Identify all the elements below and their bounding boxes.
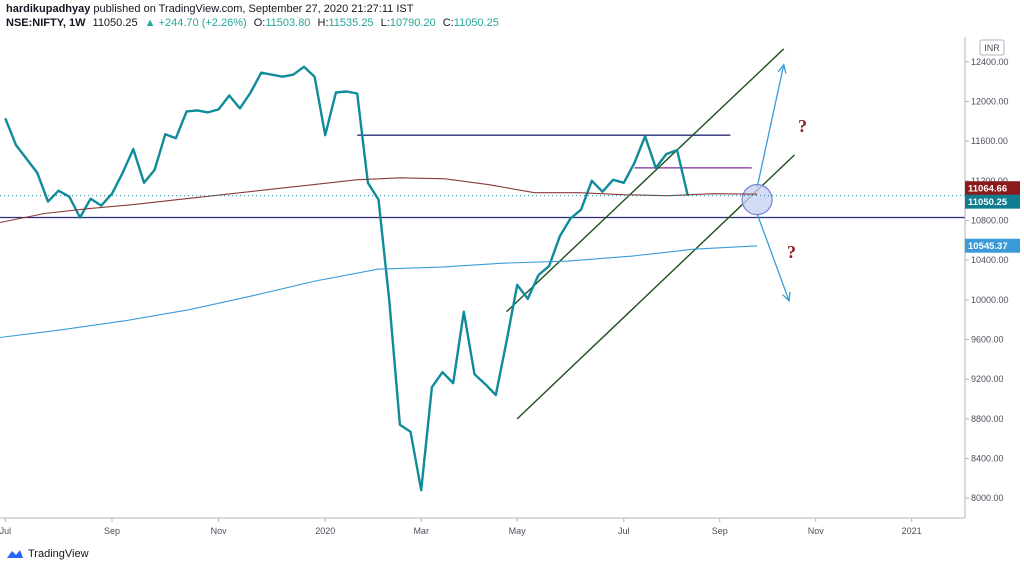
ma-50-series-line xyxy=(0,177,758,224)
y-tick-label: 9600.00 xyxy=(971,334,1004,344)
x-tick-label: Mar xyxy=(413,526,429,536)
y-tick-label: 12000.00 xyxy=(971,96,1009,106)
y-axis-ticks: 8000.00 8400.00 8800.00 9200.00 9600.00 10000… xyxy=(965,57,1009,503)
tradingview-logo-icon xyxy=(7,550,23,558)
y-tick-label: 11600.00 xyxy=(971,136,1008,146)
price-tag-label: 11050.25 xyxy=(968,197,1008,208)
y-tick-label: 10400.00 xyxy=(971,255,1009,265)
x-tick-label: May xyxy=(509,526,527,536)
x-tick-label: Sep xyxy=(712,526,728,536)
close-value: 11050.25 xyxy=(453,17,499,29)
last-price: 11050.25 xyxy=(92,17,138,29)
price-tags: 11064.66 11050.25 10545.37 xyxy=(965,181,1020,253)
y-tick-label: 8400.00 xyxy=(971,453,1004,463)
currency-badge-label: INR xyxy=(984,43,1000,53)
y-tick-label: 8800.00 xyxy=(971,414,1004,424)
price-tag-box xyxy=(965,181,1020,196)
price-tag-label: 11064.66 xyxy=(968,184,1007,195)
currency-badge-box xyxy=(979,39,1005,56)
author-name[interactable]: hardikupadhyay xyxy=(6,3,91,15)
price-tag-box xyxy=(965,238,1020,253)
channel-trendline xyxy=(506,48,785,313)
axis-layer: 8000.00 8400.00 8800.00 9200.00 9600.00 10000… xyxy=(0,37,1009,536)
close-label: C: xyxy=(442,17,454,29)
x-tick-label: 2021 xyxy=(902,526,922,536)
x-tick-label: Nov xyxy=(211,526,228,536)
open-label: O: xyxy=(253,17,266,29)
footer-branding: TradingView xyxy=(6,548,89,560)
x-tick-label: Jul xyxy=(618,526,630,536)
x-axis-ticks: Jul Sep Nov 2020 Mar May Jul Sep Nov 2021 xyxy=(0,518,922,536)
y-tick-label: 11200.00 xyxy=(971,176,1008,186)
open-value: 11503.80 xyxy=(265,17,311,29)
low-label: L: xyxy=(380,17,390,29)
footer-brand-name[interactable]: TradingView xyxy=(28,548,89,560)
x-tick-label: 2020 xyxy=(315,526,335,536)
y-tick-label: 12400.00 xyxy=(971,57,1009,67)
y-tick-label: 10800.00 xyxy=(971,215,1009,225)
drawings-layer xyxy=(0,48,965,420)
price-series-line xyxy=(4,65,689,492)
projection-arrow-head xyxy=(777,63,787,74)
publish-text: published on TradingView.com, September … xyxy=(93,3,414,15)
question-mark-down: ? xyxy=(787,242,796,262)
high-value: 11535.25 xyxy=(328,17,374,29)
low-value: 10790.20 xyxy=(389,17,436,29)
y-tick-label: 8000.00 xyxy=(971,493,1004,503)
symbol-info: NSE:NIFTY, 1W 11050.25 ▲ +244.70 (+2.26%… xyxy=(6,17,499,29)
y-tick-label: 10000.00 xyxy=(971,295,1009,305)
publish-info: hardikupadhyay published on TradingView.… xyxy=(6,3,413,15)
question-mark-up: ? xyxy=(798,116,807,136)
x-tick-label: Sep xyxy=(104,526,120,536)
currency-badge[interactable]: INR xyxy=(979,39,1005,56)
ma-200-series-line xyxy=(0,245,758,339)
projection-arrow-line xyxy=(756,64,785,188)
price-tag-box xyxy=(965,194,1020,209)
projection-arrow-line xyxy=(756,213,790,302)
y-tick-label: 9200.00 xyxy=(971,374,1004,384)
projection-arrow-head xyxy=(782,291,791,303)
price-change: ▲ +244.70 (+2.26%) xyxy=(144,17,247,29)
x-tick-label: Jul xyxy=(0,526,11,536)
symbol-name: NSE:NIFTY, 1W xyxy=(6,17,86,29)
series-layer xyxy=(0,65,965,492)
price-tag-label: 10545.37 xyxy=(968,241,1008,252)
x-tick-label: Nov xyxy=(808,526,825,536)
highlight-circle xyxy=(741,184,773,216)
high-label: H: xyxy=(317,17,329,29)
